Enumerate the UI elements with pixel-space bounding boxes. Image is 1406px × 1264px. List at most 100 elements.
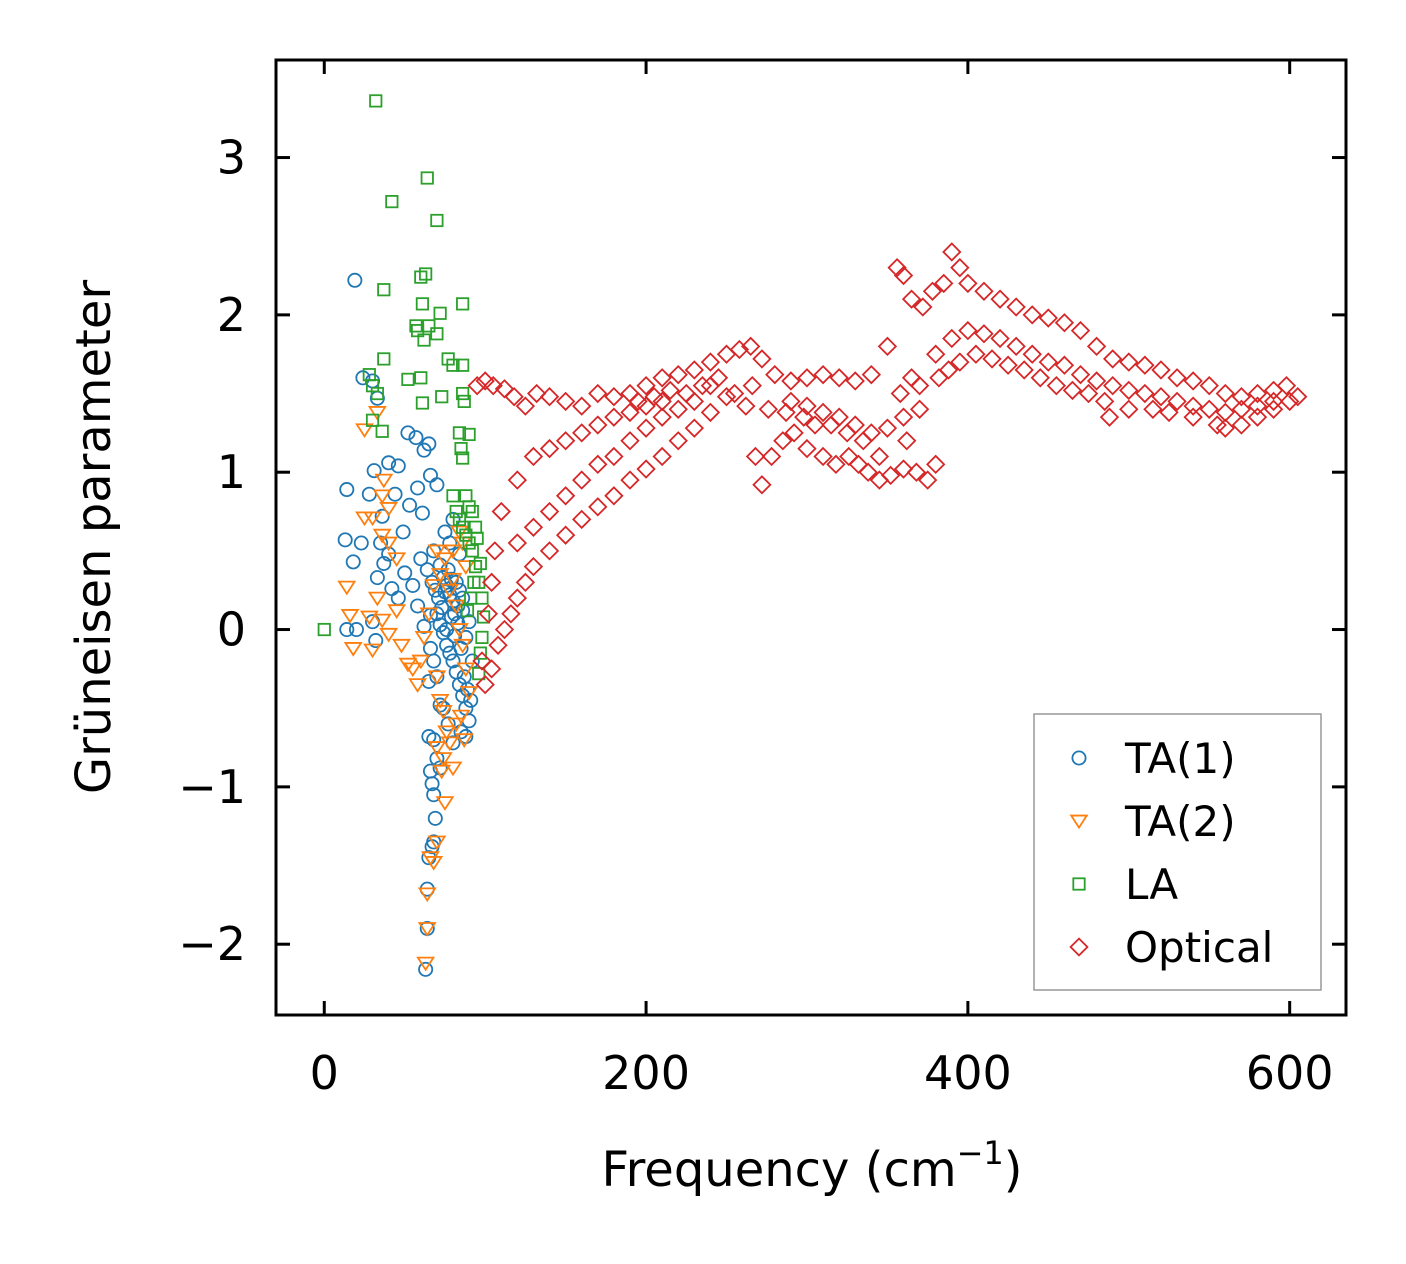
data-point bbox=[340, 609, 360, 624]
data-point bbox=[526, 383, 547, 404]
data-point bbox=[454, 733, 474, 748]
data-point bbox=[1276, 376, 1297, 396]
data-point bbox=[950, 258, 970, 278]
data-point bbox=[652, 446, 672, 467]
data-point bbox=[813, 446, 833, 467]
data-point bbox=[461, 614, 477, 630]
data-point bbox=[419, 267, 433, 281]
data-point bbox=[1183, 407, 1203, 427]
data-point bbox=[367, 406, 387, 421]
data-point bbox=[379, 627, 399, 643]
data-point bbox=[424, 776, 440, 792]
data-point bbox=[897, 431, 917, 451]
data-point bbox=[415, 297, 430, 311]
data-point bbox=[1231, 387, 1252, 407]
data-point bbox=[440, 736, 460, 752]
data-point bbox=[446, 358, 460, 372]
data-point bbox=[990, 328, 1010, 349]
legend-entry: TA(2) bbox=[1069, 797, 1236, 846]
data-point bbox=[1263, 391, 1284, 412]
y-tick-label: 3 bbox=[217, 131, 246, 185]
data-point bbox=[435, 390, 449, 404]
data-point bbox=[813, 364, 833, 385]
data-point bbox=[636, 418, 656, 438]
data-point bbox=[439, 637, 455, 653]
data-point bbox=[348, 622, 364, 638]
data-point bbox=[465, 544, 479, 558]
data-point bbox=[411, 654, 431, 670]
data-point bbox=[1151, 387, 1171, 407]
data-point bbox=[781, 371, 801, 391]
data-point bbox=[998, 355, 1018, 375]
data-point bbox=[440, 716, 456, 732]
data-point bbox=[858, 462, 878, 482]
data-point bbox=[1215, 383, 1235, 404]
x-tick-label: 0 bbox=[310, 1046, 339, 1100]
legend-label: TA(1) bbox=[1124, 734, 1236, 783]
data-point bbox=[472, 651, 492, 671]
data-point bbox=[462, 500, 476, 514]
data-point bbox=[451, 709, 471, 725]
data-point bbox=[700, 402, 721, 423]
data-point bbox=[446, 717, 466, 733]
data-point bbox=[359, 610, 379, 626]
data-point bbox=[451, 582, 467, 598]
data-point bbox=[416, 618, 432, 634]
data-point bbox=[740, 336, 761, 357]
data-point bbox=[445, 653, 461, 669]
data-point bbox=[604, 407, 624, 427]
data-point bbox=[636, 376, 656, 396]
data-point bbox=[453, 640, 469, 656]
data-point bbox=[427, 741, 447, 756]
data-point bbox=[958, 273, 978, 294]
data-point bbox=[797, 368, 817, 388]
data-point bbox=[426, 732, 442, 748]
data-point bbox=[467, 376, 487, 396]
data-point bbox=[794, 407, 814, 427]
data-point bbox=[1086, 371, 1107, 391]
data-point bbox=[462, 427, 476, 442]
data-point bbox=[893, 265, 914, 286]
data-point bbox=[660, 380, 680, 401]
data-point bbox=[475, 630, 489, 645]
data-point bbox=[901, 289, 922, 309]
data-point bbox=[974, 281, 994, 301]
data-point bbox=[446, 489, 460, 503]
data-point bbox=[427, 810, 443, 826]
data-point bbox=[893, 407, 914, 427]
legend-box bbox=[1033, 713, 1322, 991]
data-point bbox=[475, 371, 495, 391]
data-point bbox=[488, 635, 508, 655]
data-point bbox=[758, 399, 779, 419]
data-point bbox=[652, 368, 672, 388]
data-point bbox=[742, 376, 762, 396]
data-point bbox=[415, 396, 430, 410]
data-point bbox=[1288, 387, 1308, 407]
data-point bbox=[604, 446, 624, 467]
data-point bbox=[1231, 399, 1252, 419]
legend-label: TA(2) bbox=[1124, 797, 1236, 846]
x-tick-label: 600 bbox=[1246, 1046, 1334, 1100]
data-point bbox=[370, 386, 384, 401]
data-point bbox=[1215, 418, 1235, 438]
data-point bbox=[1231, 415, 1252, 435]
data-point bbox=[708, 368, 729, 388]
data-point bbox=[501, 604, 521, 624]
data-point bbox=[572, 423, 592, 443]
data-point bbox=[913, 297, 933, 317]
series-la bbox=[317, 94, 491, 681]
data-point bbox=[401, 372, 415, 386]
data-point bbox=[869, 446, 890, 467]
data-point bbox=[938, 360, 959, 380]
data-point bbox=[422, 319, 436, 333]
x-tick-label: 200 bbox=[602, 1046, 690, 1100]
data-point bbox=[1022, 305, 1042, 325]
data-point bbox=[435, 796, 455, 811]
data-point bbox=[877, 336, 898, 357]
data-point bbox=[433, 704, 453, 720]
data-point bbox=[347, 272, 363, 288]
data-point bbox=[420, 171, 434, 185]
data-point bbox=[950, 352, 970, 372]
data-point bbox=[424, 579, 444, 594]
data-point bbox=[485, 541, 505, 561]
